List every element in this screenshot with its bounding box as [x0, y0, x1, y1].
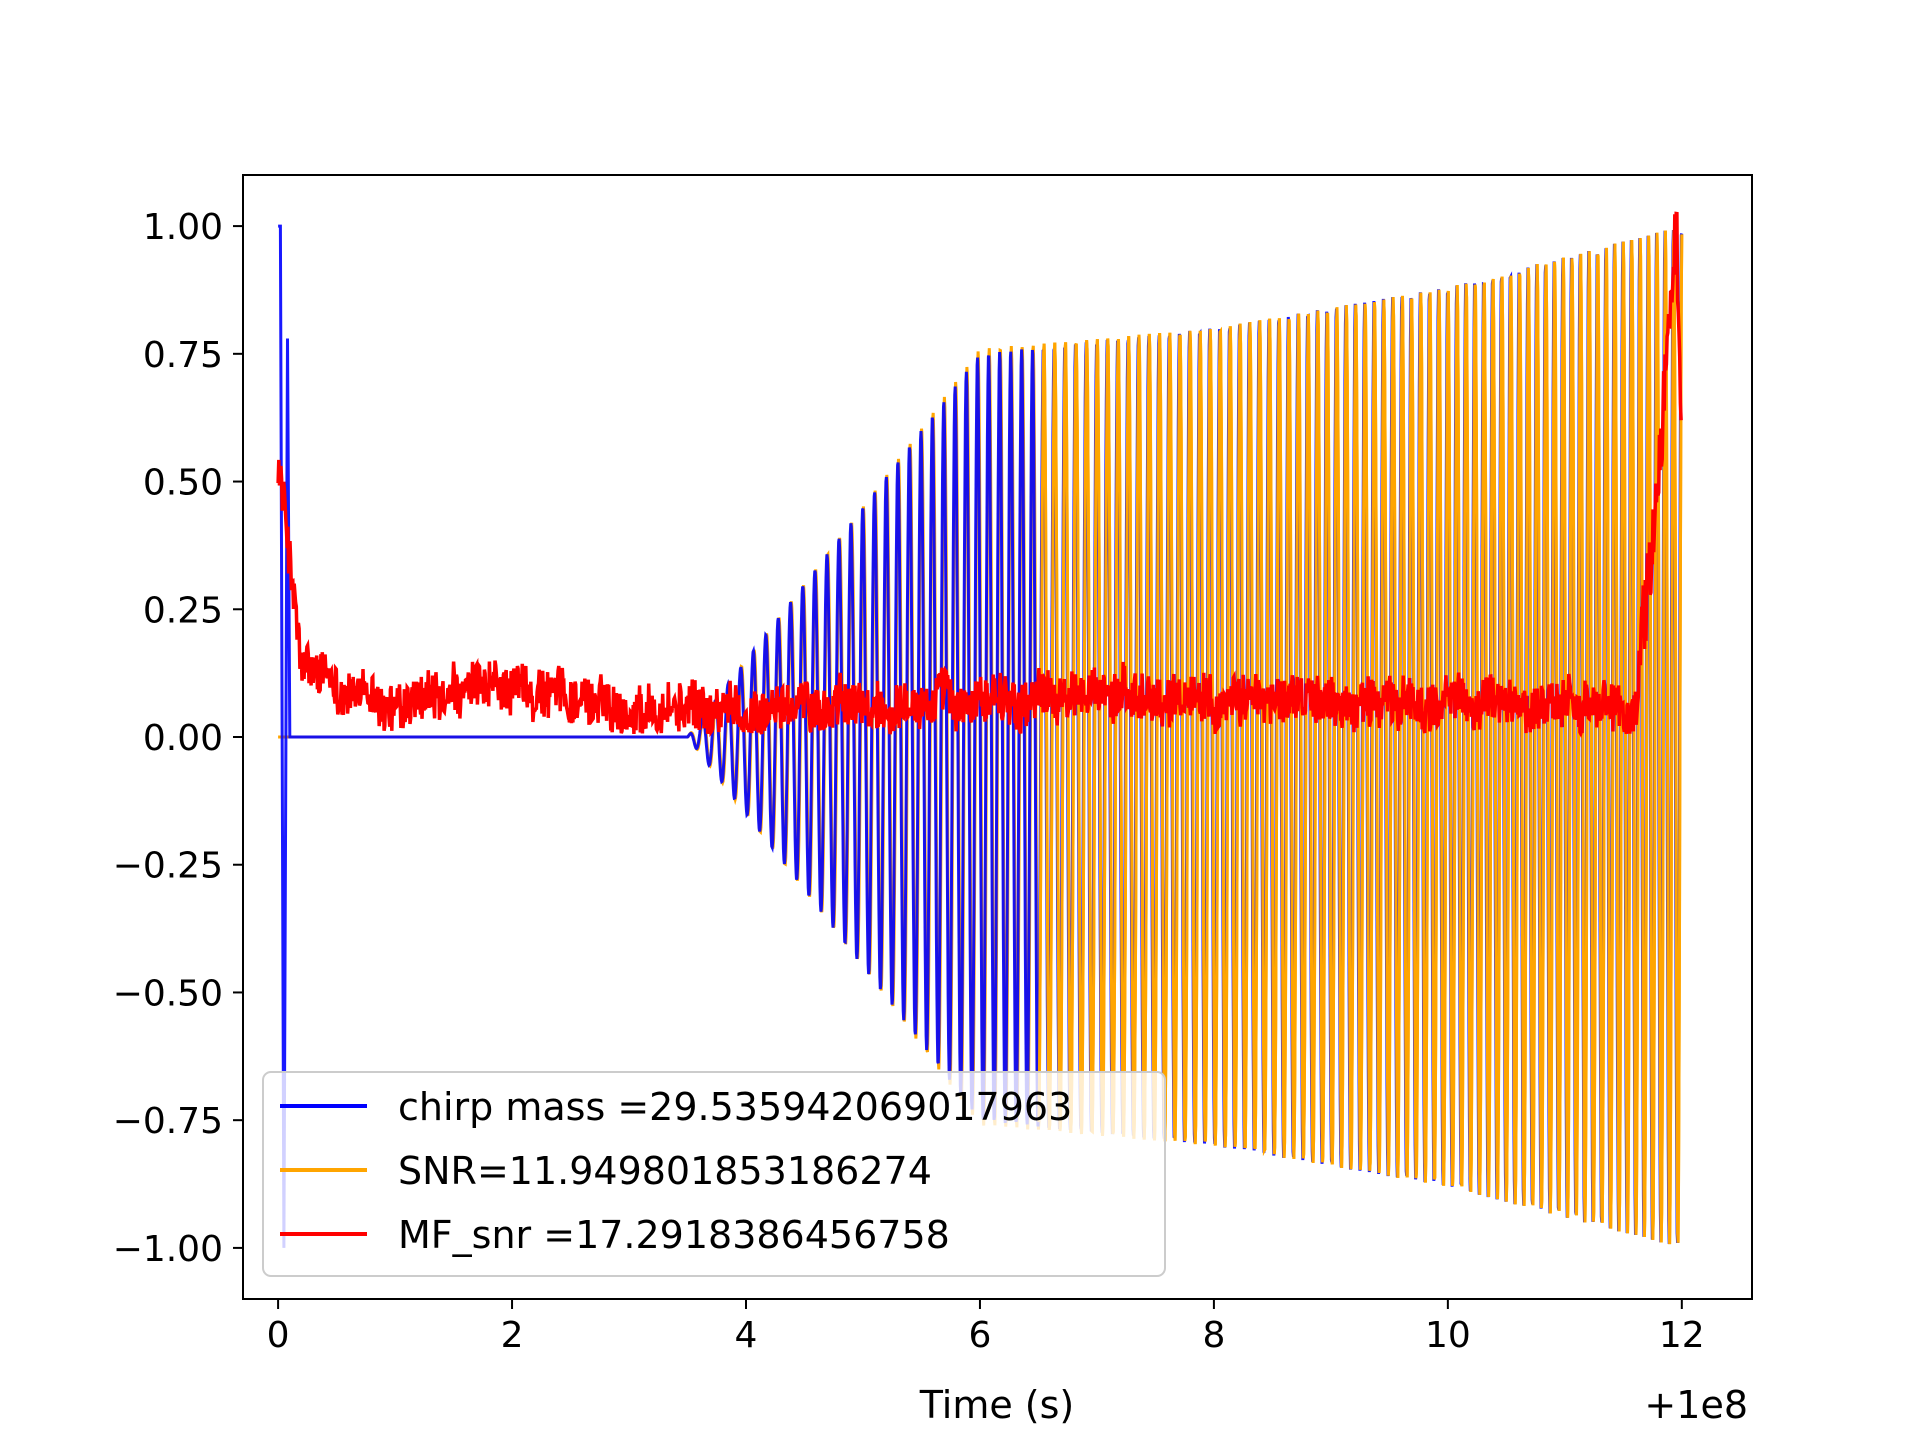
y-tick-label: −0.25 [113, 846, 223, 887]
y-axis: 1.00 0.75 0.50 0.25 0.00 −0.25 −0.50 −0.75 −1.00 [113, 207, 243, 1270]
x-offset-label: +1e8 [1644, 1383, 1748, 1427]
x-axis: 0 2 4 6 8 10 12 [267, 1299, 1705, 1356]
y-tick-label: −0.50 [113, 973, 223, 1014]
legend: chirp mass =29.535942069017963 SNR=11.94… [262, 1071, 1166, 1277]
x-tick-label: 12 [1659, 1315, 1705, 1356]
y-tick-label: −0.75 [113, 1101, 223, 1142]
x-tick-label: 4 [735, 1315, 758, 1356]
x-tick-label: 8 [1202, 1315, 1225, 1356]
legend-label-chirp-mass: chirp mass =29.535942069017963 [398, 1085, 1072, 1129]
y-tick-label: −1.00 [113, 1229, 223, 1270]
series-layer [276, 211, 1684, 1248]
legend-box [262, 1071, 1166, 1277]
x-tick-label: 6 [969, 1315, 992, 1356]
y-tick-label: 1.00 [143, 207, 223, 248]
series-line-mf-snr [276, 211, 1683, 739]
y-tick-label: 0.25 [143, 590, 223, 631]
series-line-snr-overlay [1037, 230, 1684, 1245]
y-tick-label: 0.00 [143, 718, 223, 759]
legend-label-snr: SNR=11.949801853186274 [398, 1149, 932, 1193]
x-tick-label: 2 [501, 1315, 524, 1356]
legend-label-mf-snr: MF_snr =17.2918386456758 [398, 1213, 950, 1257]
y-tick-label: 0.50 [143, 463, 223, 504]
y-tick-label: 0.75 [143, 335, 223, 376]
x-tick-label: 0 [267, 1315, 290, 1356]
x-tick-label: 10 [1425, 1315, 1471, 1356]
x-axis-label: Time (s) [919, 1383, 1075, 1427]
